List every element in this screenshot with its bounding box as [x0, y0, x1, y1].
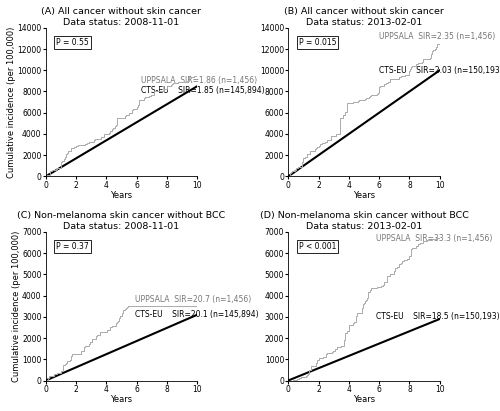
X-axis label: Years: Years	[110, 191, 132, 200]
Text: CTS-EU    SIR=1.85 (n=145,894): CTS-EU SIR=1.85 (n=145,894)	[141, 86, 265, 95]
Text: P = 0.37: P = 0.37	[56, 242, 89, 252]
Title: (D) Non-melanoma skin cancer without BCC
Data status: 2013-02-01: (D) Non-melanoma skin cancer without BCC…	[260, 211, 468, 231]
Y-axis label: Cumulative incidence (per 100,000): Cumulative incidence (per 100,000)	[7, 26, 16, 178]
Text: CTS-EU    SIR=20.1 (n=145,894): CTS-EU SIR=20.1 (n=145,894)	[135, 310, 259, 319]
X-axis label: Years: Years	[110, 395, 132, 404]
Text: CTS-EU    SIR=2.03 (n=150,193): CTS-EU SIR=2.03 (n=150,193)	[379, 66, 500, 75]
Y-axis label: Cumulative incidence (per 100,000): Cumulative incidence (per 100,000)	[12, 231, 20, 382]
Text: P < 0.001: P < 0.001	[299, 242, 337, 252]
Title: (C) Non-melanoma skin cancer without BCC
Data status: 2008-11-01: (C) Non-melanoma skin cancer without BCC…	[18, 211, 226, 231]
Text: CTS-EU    SIR=18.5 (n=150,193): CTS-EU SIR=18.5 (n=150,193)	[376, 312, 500, 321]
X-axis label: Years: Years	[353, 191, 375, 200]
Text: P = 0.55: P = 0.55	[56, 38, 89, 47]
Text: UPPSALA  SIR=1.86 (n=1,456): UPPSALA SIR=1.86 (n=1,456)	[141, 76, 258, 85]
Text: P = 0.015: P = 0.015	[299, 38, 337, 47]
Title: (B) All cancer without skin cancer
Data status: 2013-02-01: (B) All cancer without skin cancer Data …	[284, 7, 444, 27]
X-axis label: Years: Years	[353, 395, 375, 404]
Text: UPPSALA  SIR=20.7 (n=1,456): UPPSALA SIR=20.7 (n=1,456)	[135, 296, 252, 305]
Text: UPPSALA  SIR=2.35 (n=1,456): UPPSALA SIR=2.35 (n=1,456)	[379, 32, 496, 41]
Text: UPPSALA  SIR=33.3 (n=1,456): UPPSALA SIR=33.3 (n=1,456)	[376, 234, 492, 243]
Title: (A) All cancer without skin cancer
Data status: 2008-11-01: (A) All cancer without skin cancer Data …	[42, 7, 202, 27]
